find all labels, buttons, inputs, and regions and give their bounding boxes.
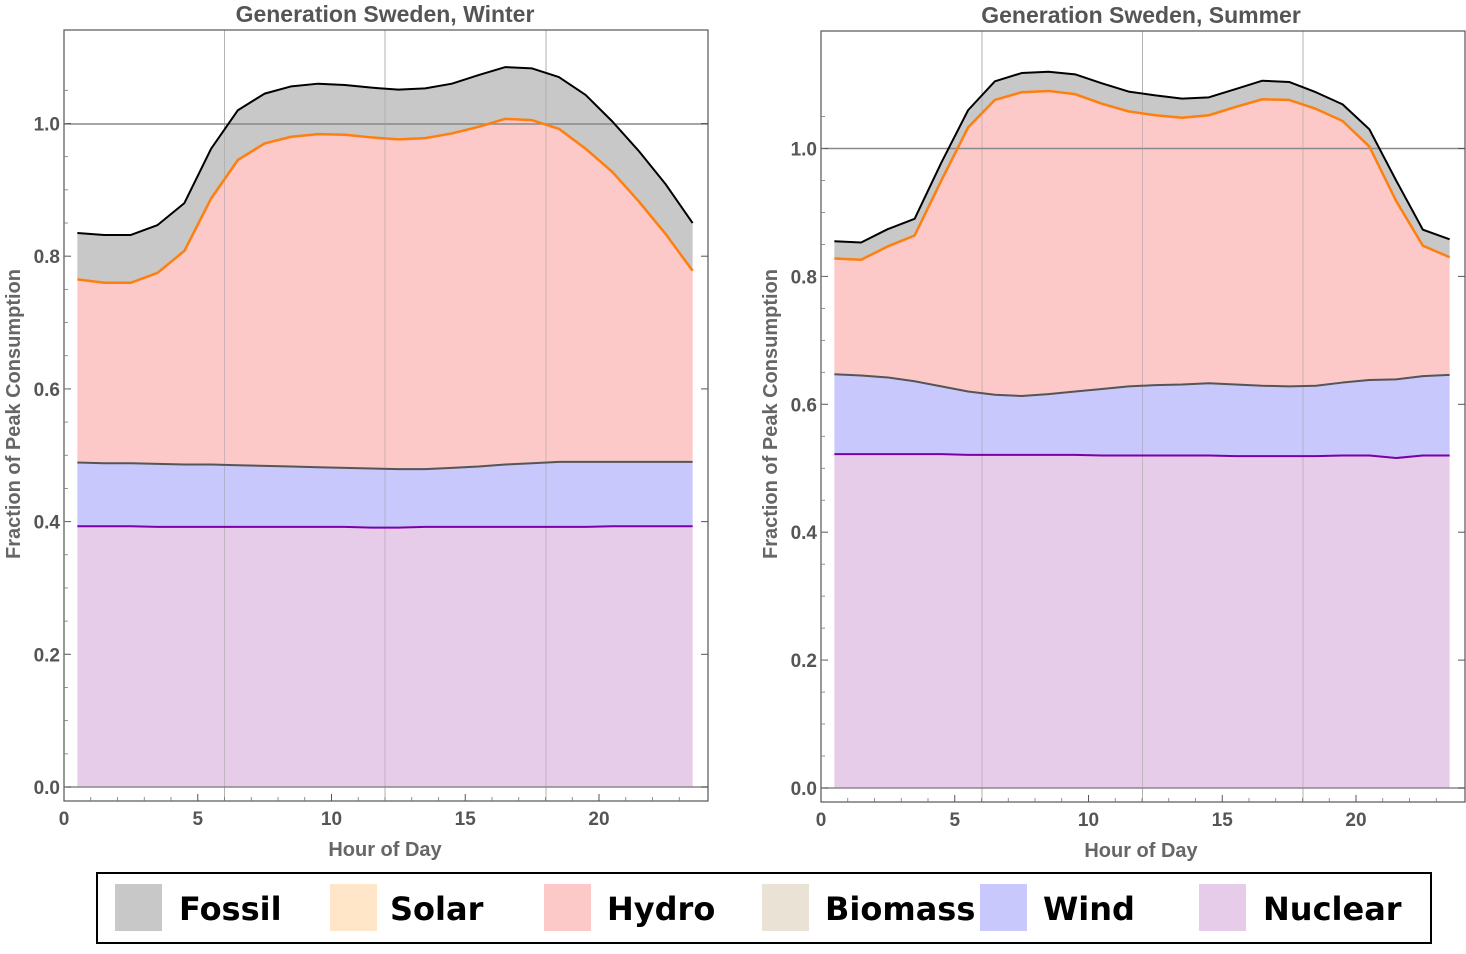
x-axis-label: Hour of Day (1084, 840, 1198, 862)
area-wind (834, 374, 1450, 459)
legend-swatch-fossil (115, 884, 162, 931)
chart-summer: Generation Sweden, Summer 0.00.20.40.60.… (760, 2, 1466, 862)
x-tick-label: 20 (1345, 810, 1366, 831)
chart-title: Generation Sweden, Winter (236, 1, 535, 27)
x-tick-label: 0 (816, 810, 827, 831)
legend-label-fossil: Fossil (179, 890, 282, 928)
y-tick-label: 1.0 (34, 115, 60, 136)
x-tick-label: 10 (1078, 810, 1099, 831)
legend: Fossil Solar Hydro Biomass Wind Nuclear (96, 872, 1432, 944)
area-fossil (834, 71, 1450, 260)
x-tick-label: 5 (192, 809, 203, 830)
line-nuclear (77, 525, 693, 529)
chart-winter: Generation Sweden, Winter 0.00.20.40.60.… (3, 1, 709, 861)
y-tick-label: 1.0 (791, 140, 817, 161)
plot-layer-summer: 0.0 0.2 0.4 0.6 0.8 1.0 0 5 10 15 20 (791, 30, 1466, 831)
legend-label-wind: Wind (1043, 890, 1135, 928)
x-tick-label: 0 (59, 809, 70, 830)
line-fossil (77, 66, 694, 236)
legend-label-nuclear: Nuclear (1263, 890, 1402, 928)
plot-border (63, 29, 709, 802)
legend-swatch-wind (980, 884, 1027, 931)
legend-swatch-hydro (544, 884, 591, 931)
y-tick-label: 0.0 (34, 778, 60, 799)
y-axis-label: Fraction of Peak Consumption (3, 269, 25, 559)
line-hydro (834, 89, 1451, 262)
plot-border (820, 30, 1466, 803)
x-tick-label: 15 (1212, 810, 1234, 831)
line-fossil (834, 70, 1450, 244)
legend-label-solar: Solar (390, 890, 484, 928)
legend-items: Fossil Solar Hydro Biomass Wind Nuclear (115, 884, 1402, 931)
y-tick-label: 0.6 (791, 395, 817, 416)
area-nuclear (834, 454, 1450, 788)
legend-swatch-biomass (762, 884, 809, 931)
line-wind (834, 373, 1450, 397)
chart-title: Generation Sweden, Summer (981, 2, 1301, 28)
y-tick-label: 0.2 (791, 651, 817, 672)
x-tick-label: 20 (588, 809, 609, 830)
x-tick-label: 5 (949, 810, 960, 831)
line-hydro (77, 117, 694, 284)
x-tick-label: 15 (455, 809, 477, 830)
y-tick-label: 0.0 (791, 779, 817, 800)
line-wind (77, 460, 693, 471)
line-nuclear (834, 453, 1450, 460)
plot-layer-winter: 0.0 0.2 0.4 0.6 0.8 1.0 0 5 10 15 20 (34, 29, 709, 830)
y-tick-label: 0.2 (34, 645, 60, 666)
y-axis-label: Fraction of Peak Consumption (760, 269, 782, 559)
y-tick-label: 0.8 (34, 247, 60, 268)
y-tick-label: 0.6 (34, 380, 60, 401)
legend-swatch-nuclear (1199, 884, 1246, 931)
y-tick-label: 0.4 (791, 523, 818, 544)
y-tick-label: 0.8 (791, 267, 817, 288)
legend-label-biomass: Biomass (825, 890, 975, 928)
x-tick-label: 10 (321, 809, 342, 830)
y-tick-label: 0.4 (34, 513, 61, 534)
x-axis-label: Hour of Day (328, 839, 442, 861)
legend-label-hydro: Hydro (607, 890, 715, 928)
area-hydro (834, 90, 1450, 396)
legend-swatch-solar (330, 884, 377, 931)
